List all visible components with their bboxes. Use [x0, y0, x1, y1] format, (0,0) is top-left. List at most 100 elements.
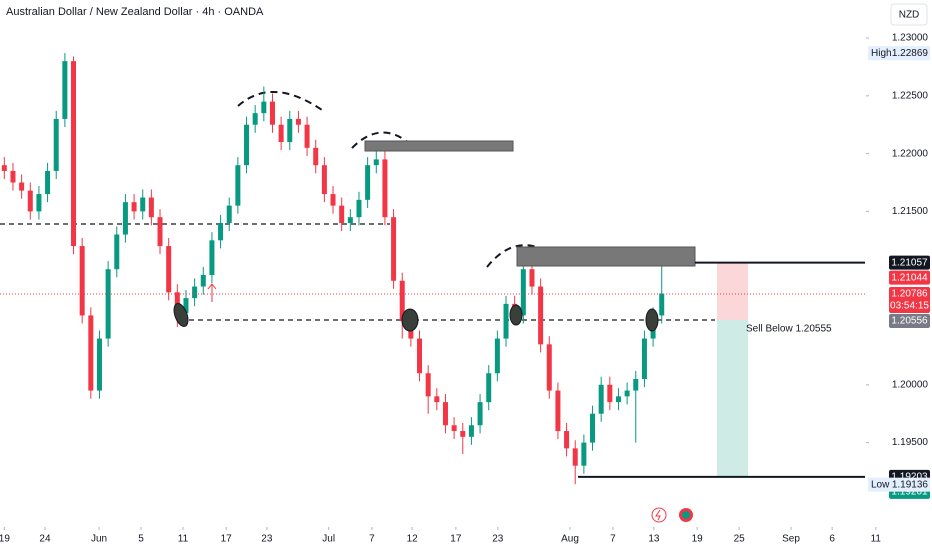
- y-tick-label: 1.20000: [892, 379, 929, 390]
- target-zone: [717, 320, 748, 476]
- x-tick-label: 23: [492, 534, 504, 545]
- x-tick-label: Aug: [561, 534, 579, 545]
- candle-body: [45, 170, 51, 195]
- x-tick-label: 19: [692, 534, 704, 545]
- candle-body: [192, 286, 198, 299]
- candle-body: [62, 61, 68, 119]
- candle-body: [529, 269, 535, 287]
- candle-body: [451, 425, 457, 432]
- x-tick-label: 11: [178, 534, 189, 545]
- candle-body: [157, 217, 163, 247]
- candle-body: [88, 315, 94, 391]
- price-tag: [889, 286, 930, 313]
- candle-body: [494, 338, 500, 374]
- candle-body: [382, 159, 388, 218]
- candle-body: [356, 199, 362, 218]
- x-tick-label: Sep: [782, 534, 800, 545]
- candle-body: [347, 217, 353, 223]
- countdown: 03:54:15: [890, 301, 929, 312]
- currency-button[interactable]: [890, 3, 928, 26]
- candle-body: [339, 205, 345, 223]
- candle-body: [520, 269, 526, 316]
- candle-body: [365, 165, 371, 200]
- price-tag: [889, 270, 930, 285]
- candle-body: [252, 113, 258, 125]
- price-tag-label: 1.19203: [891, 472, 928, 483]
- candle-body: [10, 170, 16, 183]
- x-tick-label: Jul: [322, 534, 335, 545]
- candle-body: [590, 413, 596, 443]
- candle-body: [244, 124, 250, 166]
- candle-body: [581, 442, 587, 466]
- candle-body: [174, 292, 180, 314]
- zone-box: [516, 246, 696, 267]
- candle-body: [71, 61, 77, 247]
- candle-body: [226, 205, 232, 223]
- x-tick-label: 11: [871, 534, 882, 545]
- x-tick-label: 12: [407, 534, 419, 545]
- candle-body: [546, 344, 552, 391]
- stop-zone: [717, 263, 748, 320]
- candle-body: [261, 101, 267, 114]
- candle-body: [417, 338, 423, 374]
- candle-body: [183, 298, 189, 314]
- x-tick-label: 7: [610, 534, 616, 545]
- candle-body: [460, 431, 466, 437]
- event-icon[interactable]: [651, 507, 667, 523]
- marker: [401, 308, 419, 332]
- candle-body: [477, 402, 483, 426]
- candle-body: [572, 448, 578, 466]
- price-tag-label: 1.20556: [891, 316, 928, 327]
- price-tag-label: 1.21057: [891, 257, 928, 268]
- candle-body: [486, 373, 492, 403]
- price-tag-label: 1.21044: [891, 272, 928, 283]
- candle-body: [278, 124, 284, 143]
- x-tick-label: 23: [261, 534, 273, 545]
- currency[interactable]: NZD: [899, 10, 920, 21]
- extreme-tag: [868, 477, 930, 492]
- extreme-value: 1.19136: [892, 479, 929, 490]
- candle-body: [53, 118, 59, 171]
- candle-body: [148, 197, 154, 218]
- x-tick-label: Jun: [91, 534, 107, 545]
- price-tag-label: 1.20786: [891, 289, 928, 300]
- price-tag-label: 1.19201: [891, 487, 928, 498]
- candle-body: [131, 202, 137, 212]
- candle-body: [19, 182, 25, 191]
- candle-body: [598, 384, 604, 414]
- event-icon: [682, 511, 690, 519]
- candle-body: [607, 384, 613, 403]
- candle-body: [641, 338, 647, 380]
- x-tick-label: 25: [734, 534, 746, 545]
- x-tick-label: 7: [369, 534, 375, 545]
- y-tick-label: 1.21500: [892, 206, 929, 217]
- candle-body: [564, 431, 570, 449]
- y-tick-label: 1.22000: [892, 148, 929, 159]
- candle-body: [373, 159, 379, 166]
- candle-body: [166, 246, 172, 293]
- candle-body: [200, 274, 206, 287]
- extreme-value: 1.22869: [892, 48, 929, 59]
- y-tick-label: 1.19500: [892, 437, 929, 448]
- candle-body: [468, 425, 474, 437]
- extreme-tag: [868, 46, 930, 61]
- candle-body: [442, 402, 448, 426]
- extreme-label: Low: [871, 479, 890, 490]
- candle-body: [295, 118, 301, 125]
- candle-body: [633, 379, 639, 391]
- candle-body: [615, 396, 621, 403]
- x-tick-label: 5: [138, 534, 144, 545]
- candle-body: [235, 165, 241, 206]
- candle-body: [538, 286, 544, 345]
- candle-body: [140, 197, 146, 212]
- candle-body: [321, 165, 327, 195]
- zone-box: [364, 140, 514, 152]
- candle-body: [434, 396, 440, 403]
- extreme-label: High: [871, 48, 892, 59]
- candle-body: [269, 101, 275, 125]
- candle-body: [503, 303, 509, 339]
- marker: [509, 304, 523, 326]
- annotation: Sell Below 1.20555: [746, 324, 832, 335]
- candle-body: [391, 217, 397, 281]
- x-tick-label: 17: [221, 534, 233, 545]
